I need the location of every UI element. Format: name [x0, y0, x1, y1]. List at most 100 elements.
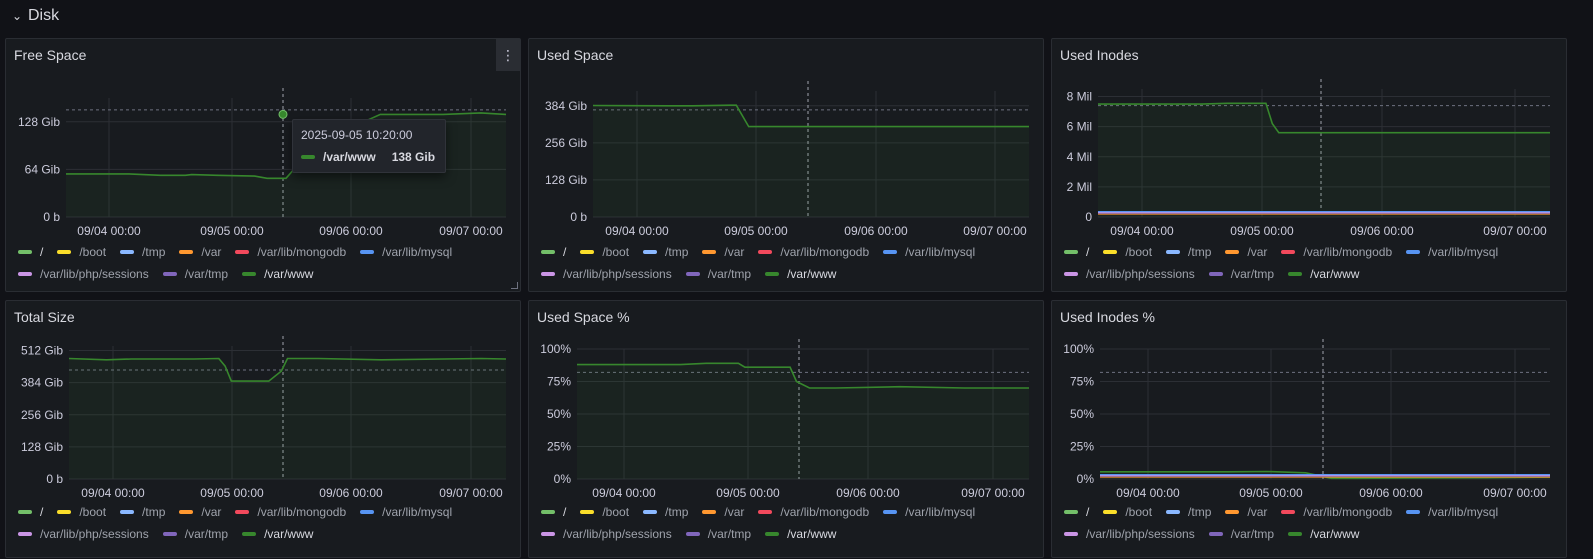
legend-item[interactable]: /var/lib/php/sessions [1064, 267, 1195, 281]
panel-menu-icon[interactable]: ⋮ [496, 39, 520, 71]
legend-item[interactable]: /tmp [1166, 505, 1211, 519]
legend-swatch [18, 272, 32, 276]
legend-label: /boot [79, 505, 107, 519]
legend-item[interactable]: /var [702, 245, 744, 259]
legend-swatch [1281, 250, 1296, 254]
legend-item[interactable]: /var/lib/mysql [1406, 505, 1498, 519]
legend-swatch [643, 250, 658, 254]
legend-item[interactable]: /boot [580, 245, 629, 259]
legend-item[interactable]: /var/www [242, 267, 313, 281]
legend-label: /tmp [142, 505, 166, 519]
series-line [592, 104, 1029, 128]
legend-item[interactable]: /var/lib/mongodb [1281, 245, 1392, 259]
legend-item[interactable]: /boot [57, 505, 106, 519]
panel-5[interactable]: Used Inodes % 100% 75% 50% 25% 0% 09/04 00:00 0… [1051, 300, 1567, 558]
legend-item[interactable]: /tmp [120, 245, 165, 259]
panel-title: Total Size [14, 309, 75, 325]
legend-item[interactable]: /var/lib/php/sessions [541, 267, 672, 281]
legend-label: /var/lib/mysql [382, 245, 453, 259]
legend-item[interactable]: / [1064, 505, 1089, 519]
panel-3[interactable]: Total Size 512 Gib 384 Gib 256 Gib 128 Gib 0 … [5, 300, 521, 558]
legend-item[interactable]: /boot [580, 505, 629, 519]
legend-item[interactable]: / [18, 245, 43, 259]
legend-swatch [541, 532, 555, 536]
legend-label: /var/lib/mongodb [780, 245, 870, 259]
panel-1[interactable]: Used Space 384 Gib 256 Gib 128 Gib 0 b 09/04 … [528, 38, 1044, 292]
legend-item[interactable]: /var/lib/php/sessions [541, 527, 672, 541]
legend-item[interactable]: / [18, 505, 43, 519]
legend-item[interactable]: /var/tmp [1208, 527, 1274, 541]
legend-item[interactable]: /boot [1103, 245, 1152, 259]
chart-area[interactable]: 8 Mil 6 Mil 4 Mil 2 Mil 0 09/04 00:00 09/05 00… [1052, 39, 1568, 293]
legend-item[interactable]: /var/tmp [1208, 267, 1275, 281]
legend-item[interactable]: / [541, 245, 566, 259]
legend-label: /var/www [1310, 267, 1360, 281]
row-toggle-disk[interactable]: ⌄ Disk [12, 5, 59, 27]
legend-item[interactable]: /var/lib/mysql [883, 245, 975, 259]
series-fill [1098, 103, 1550, 217]
chart-area[interactable]: 512 Gib 384 Gib 256 Gib 128 Gib 0 b 09/04 00:… [6, 301, 522, 559]
legend-item[interactable]: /tmp [643, 505, 688, 519]
legend-label: /var/lib/php/sessions [563, 267, 672, 281]
legend-label: /var [201, 505, 222, 519]
legend-label: /var/www [1310, 527, 1360, 541]
legend-item[interactable]: /var/www [1288, 527, 1359, 541]
legend-item[interactable]: /var/lib/mongodb [758, 245, 869, 259]
legend-item[interactable]: /var [179, 245, 221, 259]
legend-label: /tmp [1188, 505, 1212, 519]
legend-label: /var/lib/php/sessions [1086, 527, 1195, 541]
legend-item[interactable]: /var/lib/mysql [883, 505, 975, 519]
legend-item[interactable]: /var [702, 505, 744, 519]
legend-item[interactable]: /var/tmp [685, 527, 751, 541]
legend-item[interactable]: /var/lib/mongodb [1281, 505, 1392, 519]
legend-label: /var [724, 245, 745, 259]
legend-item[interactable]: /var/lib/php/sessions [1064, 527, 1195, 541]
legend-item[interactable]: /var [179, 505, 221, 519]
legend-item[interactable]: /var/www [1288, 267, 1359, 281]
chart-area[interactable]: 100% 75% 50% 25% 0% 09/04 00:00 09/05 00:00 09/… [529, 301, 1045, 559]
legend-item[interactable]: /tmp [643, 245, 688, 259]
legend-label: /var/lib/mysql [1428, 505, 1499, 519]
panel-4[interactable]: Used Space % 100% 75% 50% 25% 0% 09/04 00:00 09… [528, 300, 1044, 558]
legend-label: /var/lib/mysql [1428, 245, 1499, 259]
legend: / /boot/tmp/var/var/lib/mongodb/var/lib/m… [18, 241, 466, 285]
legend-item[interactable]: /var/www [242, 527, 313, 541]
legend-item[interactable]: /var/lib/mongodb [758, 505, 869, 519]
legend-item[interactable]: /var/lib/mongodb [235, 505, 346, 519]
legend-item[interactable]: /var/www [765, 267, 836, 281]
x-tick-label: 09/07 00:00 [1483, 486, 1547, 500]
legend-item[interactable]: /boot [57, 245, 106, 259]
legend-item[interactable]: /var/lib/mysql [1406, 245, 1498, 259]
legend-item[interactable]: /var/tmp [685, 267, 751, 281]
resize-handle-icon[interactable] [511, 282, 518, 289]
legend-item[interactable]: /tmp [1166, 245, 1211, 259]
tooltip-time: 2025-09-05 10:20:00 [301, 128, 413, 142]
y-tick-label: 100% [540, 342, 571, 356]
chart-area[interactable]: 100% 75% 50% 25% 0% 09/04 00:00 09/05 00:00 09/… [1052, 301, 1568, 559]
legend-item[interactable]: /tmp [120, 505, 165, 519]
x-tick-label: 09/04 00:00 [81, 486, 145, 500]
legend-item[interactable]: /var [1225, 245, 1267, 259]
legend-item[interactable]: /var/lib/mongodb [235, 245, 346, 259]
x-tick-label: 09/04 00:00 [77, 224, 141, 238]
legend-label: /var/lib/mysql [382, 505, 453, 519]
legend-item[interactable]: /var [1225, 505, 1267, 519]
series-fill [69, 358, 506, 479]
legend-item[interactable]: /var/lib/php/sessions [18, 527, 149, 541]
legend-item[interactable]: / [1064, 245, 1089, 259]
legend-item[interactable]: /var/tmp [162, 267, 228, 281]
chart-area[interactable]: 384 Gib 256 Gib 128 Gib 0 b 09/04 00:00 09/05… [529, 39, 1045, 293]
legend-label: /boot [1125, 245, 1153, 259]
legend-swatch [580, 510, 595, 514]
legend-item[interactable]: /var/tmp [162, 527, 228, 541]
legend-item[interactable]: /var/www [765, 527, 836, 541]
legend-item[interactable]: / [541, 505, 566, 519]
legend-item[interactable]: /var/lib/mysql [360, 505, 452, 519]
y-tick-label: 128 Gib [545, 173, 587, 187]
legend-label: /var/tmp [1230, 267, 1275, 281]
panel-2[interactable]: Used Inodes 8 Mil 6 Mil 4 Mil 2 Mil 0 09/04 00… [1051, 38, 1567, 292]
legend-item[interactable]: /var/lib/php/sessions [18, 267, 149, 281]
legend-item[interactable]: /var/lib/mysql [360, 245, 452, 259]
legend-swatch [57, 510, 72, 514]
legend-item[interactable]: /boot [1103, 505, 1152, 519]
